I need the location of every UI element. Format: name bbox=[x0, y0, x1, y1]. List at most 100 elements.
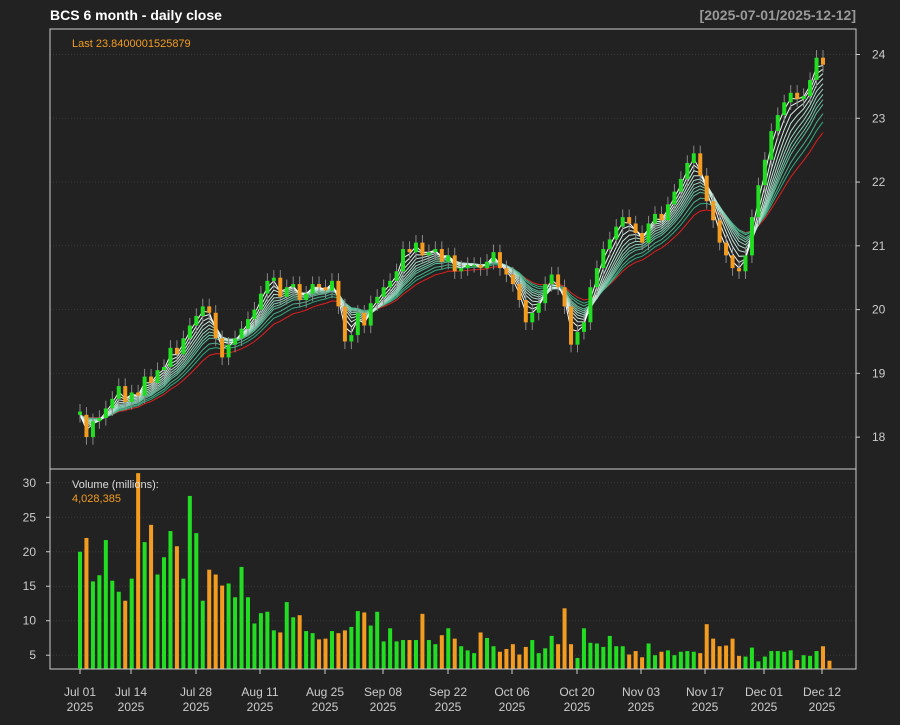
candle-body bbox=[620, 217, 625, 227]
volume-tick-label: 20 bbox=[23, 545, 37, 559]
volume-bar bbox=[510, 644, 515, 669]
volume-bar bbox=[678, 651, 683, 669]
volume-bar bbox=[743, 656, 748, 669]
volume-bar bbox=[717, 646, 722, 669]
candle-body bbox=[659, 213, 664, 221]
date-tick-year: 2025 bbox=[628, 700, 655, 714]
volume-bar bbox=[607, 635, 612, 669]
volume-bar bbox=[452, 638, 457, 669]
candle-body bbox=[749, 217, 754, 256]
volume-bar bbox=[459, 646, 464, 669]
volume-bar bbox=[808, 655, 813, 669]
candle-body bbox=[336, 280, 341, 307]
volume-bar bbox=[142, 542, 147, 669]
volume-bar bbox=[97, 575, 102, 669]
volume-bar bbox=[620, 646, 625, 669]
candle-body bbox=[291, 284, 296, 288]
candle-body bbox=[103, 408, 108, 418]
candle-body bbox=[517, 284, 522, 301]
candle-body bbox=[543, 284, 548, 304]
date-range-label: [2025-07-01/2025-12-12] bbox=[700, 7, 856, 23]
moving-average-line bbox=[79, 121, 824, 419]
volume-tick-label: 15 bbox=[23, 579, 37, 593]
candle-body bbox=[368, 303, 373, 326]
candle-body bbox=[284, 287, 289, 297]
date-tick-year: 2025 bbox=[247, 700, 274, 714]
candle-body bbox=[614, 226, 619, 240]
candle-body bbox=[795, 92, 800, 100]
volume-bar bbox=[233, 597, 238, 669]
candle-body bbox=[665, 204, 670, 221]
candle-body bbox=[233, 338, 238, 345]
date-tick-year: 2025 bbox=[692, 700, 719, 714]
volume-bar bbox=[465, 650, 470, 669]
volume-bar bbox=[523, 646, 528, 669]
volume-bar bbox=[672, 655, 677, 669]
volume-bar bbox=[646, 643, 651, 669]
candle-body bbox=[711, 201, 716, 221]
candle-body bbox=[601, 249, 606, 269]
candle-body bbox=[439, 249, 444, 262]
candle-body bbox=[375, 296, 380, 304]
volume-bar bbox=[181, 578, 186, 669]
volume-bar bbox=[149, 524, 154, 669]
volume-bar bbox=[594, 643, 599, 669]
volume-bar bbox=[136, 473, 141, 669]
volume-bar bbox=[659, 651, 664, 669]
volume-bar bbox=[129, 578, 134, 669]
volume-bar bbox=[220, 585, 225, 669]
volume-bar bbox=[323, 638, 328, 669]
volume-bar bbox=[284, 602, 289, 669]
volume-bar bbox=[77, 551, 83, 669]
candle-body bbox=[245, 319, 250, 329]
volume-bar bbox=[827, 660, 832, 669]
volume-bars bbox=[77, 473, 832, 669]
volume-bar bbox=[194, 533, 199, 669]
volume-bar bbox=[291, 617, 296, 669]
volume-bar bbox=[368, 625, 373, 669]
volume-bar bbox=[472, 653, 477, 669]
candle-body bbox=[116, 386, 121, 399]
candle-body bbox=[640, 233, 645, 243]
candle-body bbox=[187, 325, 192, 339]
candle-body bbox=[161, 366, 166, 371]
volume-value: 4,028,385 bbox=[72, 493, 121, 505]
volume-bar bbox=[161, 557, 166, 669]
volume-bar bbox=[304, 631, 309, 669]
volume-bar bbox=[297, 615, 302, 669]
volume-bar bbox=[614, 646, 619, 669]
candle-body bbox=[633, 223, 638, 234]
candle-body bbox=[814, 57, 819, 81]
candle-body bbox=[672, 191, 677, 205]
volume-bar bbox=[426, 640, 431, 669]
volume-bar bbox=[375, 611, 380, 669]
candle-body bbox=[704, 175, 709, 202]
candle-body bbox=[782, 102, 787, 116]
volume-bar bbox=[200, 600, 205, 669]
candle-body bbox=[129, 392, 134, 403]
candle-body bbox=[84, 414, 89, 438]
volume-bar bbox=[698, 653, 703, 669]
candle-body bbox=[717, 220, 722, 243]
candle-body bbox=[510, 274, 515, 285]
candle-body bbox=[562, 287, 567, 307]
candle-body bbox=[523, 300, 528, 323]
date-tick-year: 2025 bbox=[809, 700, 836, 714]
candle-body bbox=[401, 249, 406, 272]
candle-body bbox=[155, 370, 160, 383]
date-tick-label: Oct 20 bbox=[559, 685, 595, 699]
date-tick-label: Oct 06 bbox=[494, 685, 530, 699]
candle-body bbox=[730, 255, 735, 269]
price-tick-label: 20 bbox=[872, 303, 886, 317]
volume-bar bbox=[239, 566, 244, 669]
volume-tick-label: 10 bbox=[23, 614, 37, 628]
candle-body bbox=[355, 312, 360, 336]
volume-bar bbox=[258, 613, 263, 669]
candle-body bbox=[90, 421, 95, 438]
date-tick-year: 2025 bbox=[751, 700, 778, 714]
candle-body bbox=[407, 249, 412, 253]
price-tick-label: 18 bbox=[872, 430, 886, 444]
candle-body bbox=[342, 306, 347, 342]
